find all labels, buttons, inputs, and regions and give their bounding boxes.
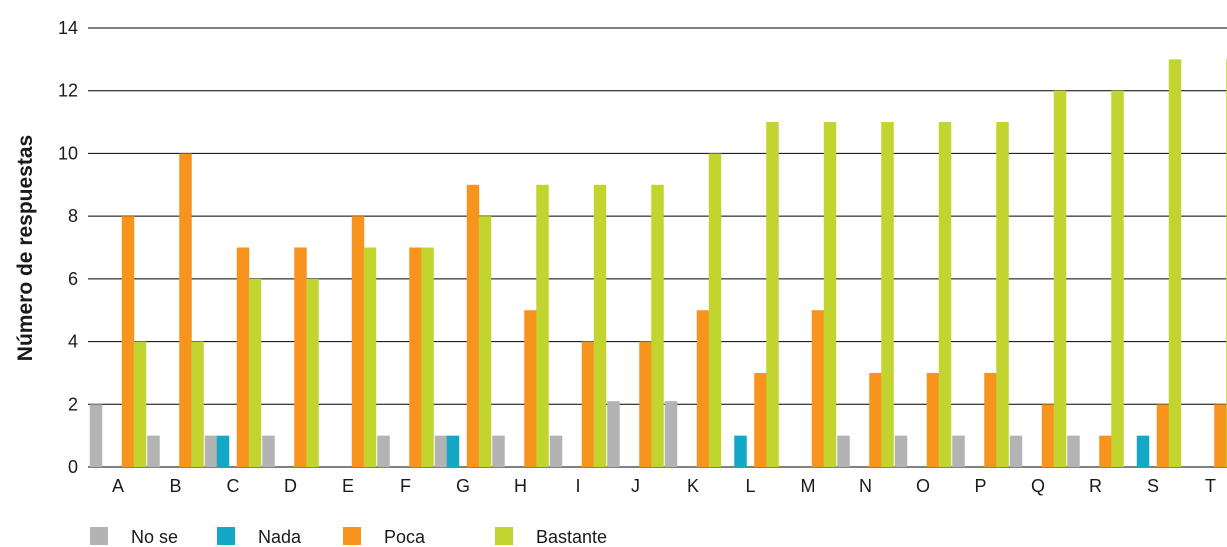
y-tick-label: 2 <box>68 394 78 414</box>
y-tick-label: 8 <box>68 206 78 226</box>
bar-bastante-k <box>708 153 722 467</box>
bar-no-se-q <box>1009 435 1023 467</box>
legend-label: Poca <box>384 527 426 547</box>
bar-no-se-j <box>607 401 620 467</box>
bar-nada-g <box>446 435 460 467</box>
x-tick-label: D <box>284 476 297 496</box>
axes: 0 2 4 6 8 10 12 14 A B C D E F G H I J K L M N O P Q R S T <box>58 18 1216 496</box>
bar-poca-k <box>696 310 710 467</box>
bar-no-se-g <box>434 435 448 467</box>
x-tick-label: R <box>1089 476 1102 496</box>
bar-no-se-b <box>147 435 160 467</box>
bar-bastante-c <box>248 278 262 467</box>
x-tick-label: H <box>514 476 527 496</box>
legend-swatch <box>90 527 108 545</box>
bar-poca-i <box>581 341 595 467</box>
bar-no-se-f <box>377 435 390 467</box>
bar-poca-e <box>351 216 365 467</box>
bar-poca-n <box>869 372 882 467</box>
x-tick-label: I <box>575 476 580 496</box>
legend: No se Nada Poca Bastante <box>90 527 607 547</box>
bar-bastante-p <box>996 122 1009 468</box>
bar-bastante-j <box>651 184 664 468</box>
legend-swatch <box>495 527 513 545</box>
legend-label: Nada <box>258 527 302 547</box>
x-tick-label: B <box>169 476 181 496</box>
bar-no-se-a <box>89 404 103 467</box>
legend-swatch <box>343 527 361 545</box>
bar-poca-g <box>466 184 480 468</box>
bar-bastante-s <box>1168 59 1182 467</box>
bar-poca-f <box>409 247 422 467</box>
bar-poca-r <box>1099 435 1112 467</box>
bar-bastante-a <box>133 341 147 467</box>
x-tick-label: L <box>745 476 755 496</box>
bar-no-se-p <box>952 435 965 467</box>
bar-no-se-n <box>837 435 850 467</box>
y-axis-label: Número de respuestas <box>14 135 37 361</box>
bar-bastante-l <box>766 122 779 468</box>
x-tick-label: A <box>112 476 124 496</box>
bar-no-se-k <box>664 401 678 467</box>
bar-bastante-b <box>191 341 204 467</box>
bar-bastante-f <box>421 247 434 467</box>
bar-no-se-o <box>894 435 908 467</box>
bar-nada-c <box>216 435 230 467</box>
bar-no-se-d <box>262 435 275 467</box>
bar-poca-a <box>121 216 135 467</box>
x-tick-label: K <box>687 476 699 496</box>
legend-label: Bastante <box>536 527 607 547</box>
bar-bastante-g <box>478 216 492 467</box>
bar-no-se-i <box>549 435 563 467</box>
x-tick-label: C <box>227 476 240 496</box>
bar-no-se-c <box>204 435 218 467</box>
bar-poca-j <box>639 341 652 467</box>
y-tick-label: 12 <box>58 81 78 101</box>
y-tick-label: 0 <box>68 457 78 477</box>
x-tick-label: T <box>1205 476 1216 496</box>
bar-poca-m <box>811 310 825 467</box>
x-tick-label: S <box>1147 476 1159 496</box>
bar-nada-s <box>1136 435 1150 467</box>
x-tick-label: N <box>859 476 872 496</box>
bar-no-se-h <box>492 435 505 467</box>
x-tick-label: E <box>342 476 354 496</box>
x-tick-label: P <box>974 476 986 496</box>
bar-no-se-r <box>1067 435 1080 467</box>
bar-nada-l <box>734 435 747 467</box>
bar-bastante-q <box>1053 90 1067 467</box>
bar-poca-h <box>524 310 537 467</box>
bar-bastante-m <box>823 122 837 468</box>
bar-poca-o <box>926 372 940 467</box>
x-tick-label: M <box>801 476 816 496</box>
y-tick-label: 4 <box>68 332 78 352</box>
bar-poca-l <box>754 372 767 467</box>
bar-bastante-h <box>536 184 549 468</box>
x-tick-label: Q <box>1031 476 1045 496</box>
bars <box>89 59 1227 468</box>
bar-poca-d <box>294 247 307 467</box>
bar-bastante-d <box>306 278 319 467</box>
bar-bastante-o <box>938 122 952 468</box>
x-tick-label: J <box>631 476 640 496</box>
x-tick-label: O <box>916 476 930 496</box>
legend-swatch <box>217 527 235 545</box>
legend-label: No se <box>131 527 178 547</box>
bar-bastante-e <box>363 247 377 467</box>
x-tick-label: F <box>400 476 411 496</box>
bar-poca-b <box>179 153 192 467</box>
x-tick-label: G <box>456 476 470 496</box>
bar-bastante-r <box>1111 90 1124 467</box>
bar-poca-s <box>1156 404 1170 467</box>
bar-poca-c <box>236 247 250 467</box>
bar-bastante-i <box>593 184 607 468</box>
y-tick-label: 6 <box>68 269 78 289</box>
bar-bastante-n <box>881 122 894 468</box>
bar-poca-t <box>1214 404 1227 467</box>
y-tick-label: 10 <box>58 143 78 163</box>
bar-poca-p <box>984 372 997 467</box>
y-tick-label: 14 <box>58 18 78 38</box>
bar-poca-q <box>1041 404 1055 467</box>
